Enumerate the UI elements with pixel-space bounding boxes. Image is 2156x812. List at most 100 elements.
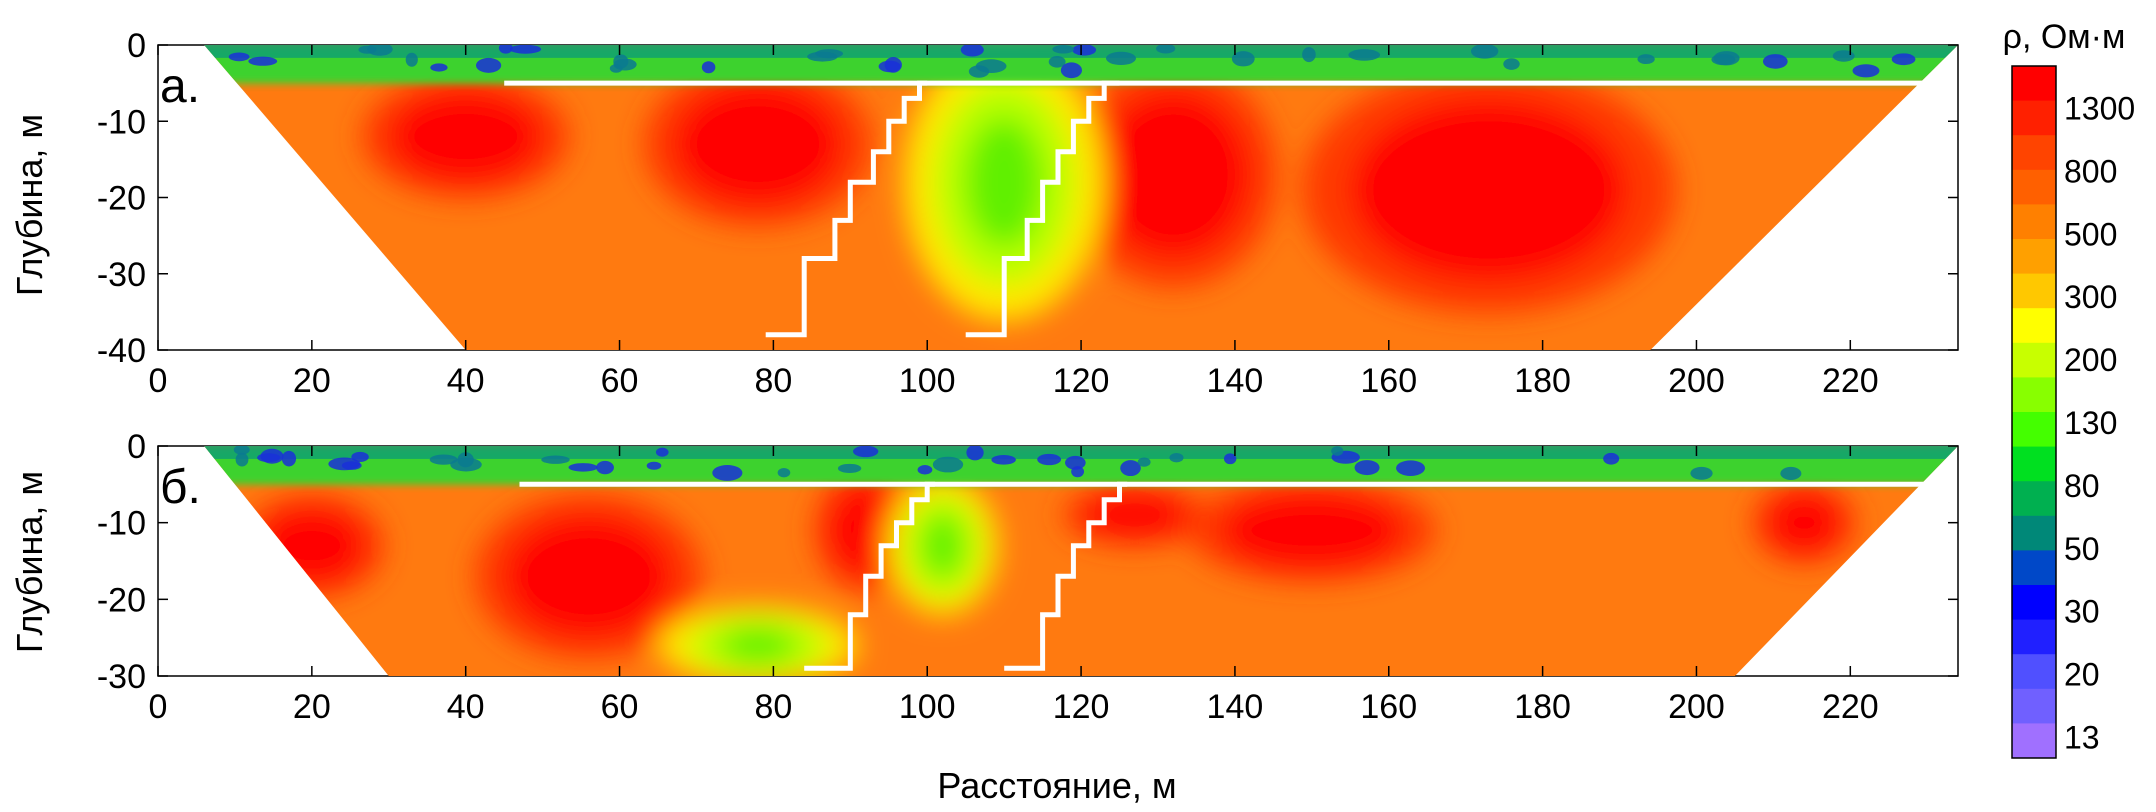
- surface-speck: [281, 450, 297, 467]
- x-tick-label: 80: [754, 362, 792, 400]
- surface-speck: [541, 455, 570, 464]
- surface-speck: [358, 45, 377, 54]
- surface-speck: [1503, 58, 1520, 70]
- colorbar-label: 130: [2064, 405, 2117, 441]
- surface-speck: [815, 49, 844, 59]
- colorbar-label: 200: [2064, 342, 2117, 378]
- colorbar-swatch: [2012, 585, 2056, 621]
- surface-speck: [1891, 53, 1916, 66]
- x-tick-label: 60: [601, 362, 639, 400]
- y-tick-label: -20: [97, 581, 146, 619]
- colorbar-swatches: [2011, 65, 2057, 759]
- surface-speck: [475, 57, 502, 73]
- panel-b-ylabel: Глубина, м: [9, 471, 50, 653]
- surface-speck: [1137, 457, 1151, 467]
- section-fill: [204, 45, 1958, 350]
- fault-line: [965, 80, 1120, 338]
- low-anomaly-core: [719, 626, 797, 664]
- surface-speck: [966, 446, 984, 461]
- surface-speck: [568, 463, 598, 472]
- surface-speck: [1037, 453, 1062, 466]
- colorbar-swatch: [2012, 619, 2056, 655]
- colorbar-label: 20: [2064, 657, 2100, 693]
- surface-speck: [1331, 446, 1344, 456]
- x-tick-label: 220: [1822, 362, 1879, 400]
- y-tick-label: -10: [97, 505, 146, 543]
- surface-speck: [646, 461, 662, 470]
- high-resistivity-anomaly: [504, 515, 674, 638]
- y-tick-label: -20: [97, 180, 146, 218]
- panel-a: 0 20 40 60 80 100 120 140 160 180 200 220 0 -10 -20 -3…: [9, 27, 1959, 400]
- fault-line: [765, 80, 928, 338]
- surface-speck: [430, 63, 448, 72]
- surface-speck: [1106, 51, 1136, 66]
- panel-b: 0 20 40 60 80 100 120 140 160 180 200 220 0 -10 -20 -3…: [9, 428, 1959, 806]
- panel-a-y-axis: 0 -10 -20 -30 -40: [97, 27, 1958, 370]
- x-tick-label: 140: [1207, 362, 1264, 400]
- x-tick-label: 100: [899, 362, 956, 400]
- x-tick-label: 120: [1053, 688, 1110, 726]
- panel-a-x-axis: 0 20 40 60 80 100 120 140 160 180 200 220: [149, 45, 1879, 400]
- surface-speck: [1223, 453, 1237, 465]
- low-anomaly-core: [921, 513, 964, 578]
- x-tick-label: 180: [1514, 688, 1571, 726]
- surface-speck: [257, 453, 281, 463]
- x-tick-label: 0: [149, 362, 168, 400]
- colorbar-swatch: [2012, 273, 2056, 309]
- x-tick-label: 20: [293, 688, 331, 726]
- colorbar-swatch: [2012, 412, 2056, 448]
- surface-speck: [1603, 452, 1620, 465]
- surface-speck: [1470, 45, 1499, 59]
- surface-speck: [351, 451, 369, 463]
- surface-speck: [1690, 466, 1713, 480]
- surface-speck: [341, 461, 362, 470]
- y-tick-label: -30: [97, 256, 146, 294]
- x-tick-label: 60: [601, 688, 639, 726]
- colorbar-label: 500: [2064, 216, 2117, 252]
- colorbar-title: ρ, Ом·м: [2003, 18, 2126, 56]
- x-tick-label: 200: [1668, 688, 1725, 726]
- surface-speck: [429, 454, 458, 465]
- surface-speck: [1060, 62, 1083, 79]
- surface-speck: [932, 456, 964, 473]
- colorbar-swatch: [2012, 204, 2056, 240]
- colorbar-swatch: [2012, 550, 2056, 586]
- colorbar-swatch: [2012, 723, 2056, 759]
- section-fill: [204, 446, 1958, 676]
- surface-speck: [498, 45, 513, 54]
- surface-speck: [235, 452, 249, 467]
- surface-speck: [1156, 45, 1176, 54]
- surface-speck: [1780, 466, 1802, 480]
- panel-a-label: а.: [160, 60, 200, 113]
- high-resistivity-anomaly: [258, 507, 366, 584]
- surface-speck: [837, 463, 862, 474]
- x-tick-label: 200: [1668, 362, 1725, 400]
- surface-speck: [450, 457, 482, 472]
- surface-speck: [1348, 49, 1381, 61]
- surface-speck: [1065, 455, 1086, 470]
- colorbar-swatch: [2012, 481, 2056, 517]
- panel-a-section: [204, 45, 1958, 350]
- colorbar-swatch: [2012, 446, 2056, 482]
- high-resistivity-anomaly: [1081, 492, 1189, 538]
- high-resistivity-anomaly: [1765, 492, 1843, 554]
- x-tick-label: 20: [293, 362, 331, 400]
- high-resistivity-anomaly: [827, 484, 905, 577]
- panel-a-fault-lines: [765, 80, 1120, 338]
- colorbar-labels: 1300 800 500 300 200 130 80 50 30 20 13: [2064, 90, 2135, 755]
- y-tick-label: -40: [97, 332, 146, 370]
- panel-a-ylabel: Глубина, м: [9, 114, 50, 296]
- surface-speck: [248, 56, 278, 66]
- surface-speck: [701, 61, 716, 74]
- surface-speck: [405, 52, 418, 67]
- x-tick-label: 140: [1207, 688, 1264, 726]
- surface-speck: [1762, 54, 1788, 69]
- high-resistivity-anomaly: [1219, 491, 1405, 569]
- surface-speck: [609, 64, 623, 73]
- panel-b-section: [204, 446, 1958, 676]
- surface-speck: [1852, 64, 1880, 78]
- y-tick-label: 0: [127, 428, 146, 466]
- x-tick-label: 0: [149, 688, 168, 726]
- panel-b-fault-lines: [804, 481, 1128, 671]
- y-tick-label: -10: [97, 103, 146, 141]
